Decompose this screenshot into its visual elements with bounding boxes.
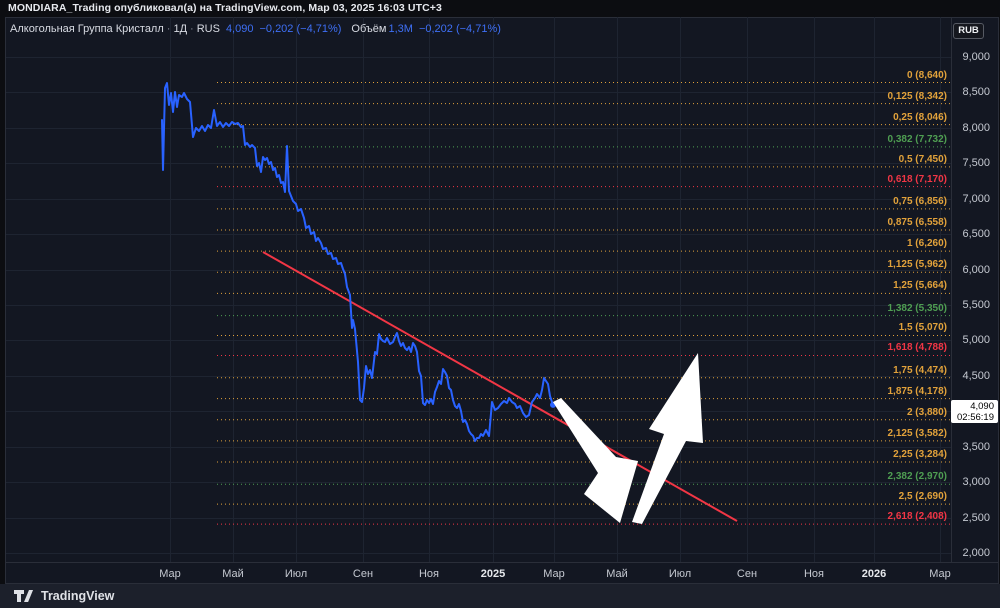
fib-level-label: 2 (3,880)	[906, 406, 947, 418]
time-tick-label: Сен	[736, 568, 758, 580]
fib-level-label: 1,618 (4,788)	[887, 342, 948, 354]
fib-level-label: 1,875 (4,178)	[887, 385, 948, 397]
fib-level-label: 0,618 (7,170)	[887, 173, 948, 185]
currency-button[interactable]: RUB	[953, 23, 984, 39]
price-tick-label: 7,000	[962, 192, 990, 205]
price-tick-label: 9,000	[962, 51, 990, 63]
fib-level-label: 0,25 (8,046)	[893, 111, 947, 123]
tradingview-logo-icon[interactable]	[14, 589, 34, 603]
price-countdown-label: 4,090 02:56:19	[951, 400, 998, 423]
fib-level-label: 2,382 (2,970)	[887, 471, 948, 483]
bottombar: TradingView	[0, 584, 1000, 608]
fib-level-label: 0,75 (6,856)	[893, 195, 947, 207]
time-tick-label: Мар	[543, 568, 565, 580]
price-tick-label: 5,000	[962, 334, 990, 347]
legend: Алкогольная Группа Кристалл · 1Д · RUS 4,090−…	[10, 23, 501, 37]
time-tick-label: Июл	[668, 568, 692, 580]
fib-level-label: 0,875 (6,558)	[887, 217, 948, 229]
fib-level-label: 0,125 (8,342)	[887, 90, 948, 102]
price-tick-label: 5,500	[962, 298, 990, 311]
legend-separator: ·	[166, 23, 171, 35]
price-tick-label: 7,500	[962, 157, 990, 170]
interval-label[interactable]: 1Д	[173, 23, 188, 35]
price-tick-label: 8,000	[962, 121, 990, 134]
volume-value: 1,3M	[388, 23, 413, 35]
fib-level-label: 1,5 (5,070)	[898, 322, 947, 334]
attribution-text: MONDIARA_Trading опубликовал(а) на Tradi…	[8, 2, 442, 14]
fib-level-label: 2,618 (2,408)	[887, 511, 948, 523]
fib-level-label: 2,5 (2,690)	[898, 491, 947, 503]
price-tick-label: 8,500	[962, 86, 990, 99]
exchange-label: RUS	[196, 23, 220, 35]
time-tick-label: Ноя	[803, 568, 825, 580]
fib-level-label: 1 (6,260)	[906, 238, 947, 250]
chart-panel-bg	[5, 17, 999, 584]
price-tick-label: 6,500	[962, 228, 990, 241]
time-tick-label: Ноя	[418, 568, 440, 580]
fib-level-label: 0 (8,640)	[906, 69, 947, 81]
price-tick-label: 3,000	[962, 476, 990, 489]
price-tick-label: 4,500	[962, 369, 990, 382]
last-price-value: 4,090	[225, 23, 254, 35]
time-tick-label: Май	[606, 568, 628, 580]
price-tick-label: 3,500	[962, 440, 990, 453]
time-tick-label: Июл	[284, 568, 308, 580]
price-tick-label: 6,000	[962, 263, 990, 276]
price-tick-label: 2,500	[962, 511, 990, 524]
fib-level-label: 0,382 (7,732)	[887, 133, 948, 145]
time-tick-label: Мар	[929, 568, 951, 580]
tradingview-brand[interactable]: TradingView	[41, 589, 115, 603]
time-tick-label: 2026	[861, 568, 887, 580]
topbar: MONDIARA_Trading опубликовал(а) на Tradi…	[0, 0, 1000, 17]
time-tick-label: Сен	[352, 568, 374, 580]
fib-level-label: 1,75 (4,474)	[893, 364, 947, 376]
time-tick-label: Май	[222, 568, 244, 580]
up-arrow[interactable]	[632, 353, 703, 524]
fib-level-label: 2,125 (3,582)	[887, 427, 948, 439]
fib-level-label: 2,25 (3,284)	[893, 449, 947, 461]
symbol-title[interactable]: Алкогольная Группа Кристалл	[10, 23, 164, 35]
fib-level-label: 1,125 (5,962)	[887, 259, 948, 271]
time-tick-label: 2025	[480, 568, 506, 580]
legend-separator: ·	[190, 23, 194, 35]
price-line-series	[161, 82, 554, 442]
fib-level-label: 0,5 (7,450)	[898, 153, 947, 165]
countdown-price: 4,090	[970, 401, 994, 412]
fib-level-label: 1,382 (5,350)	[887, 302, 948, 314]
time-tick-label: Мар	[159, 568, 181, 580]
price-tick-label: 2,000	[962, 546, 990, 559]
price-change-value: −0,202 (−4,71%)	[259, 23, 342, 35]
volume-change-value: −0,202 (−4,71%)	[418, 23, 501, 35]
volume-label[interactable]: Объём	[351, 23, 387, 35]
countdown-timer: 02:56:19	[957, 412, 994, 423]
down-arrow[interactable]	[553, 398, 638, 523]
fib-level-label: 1,25 (5,664)	[893, 280, 947, 292]
